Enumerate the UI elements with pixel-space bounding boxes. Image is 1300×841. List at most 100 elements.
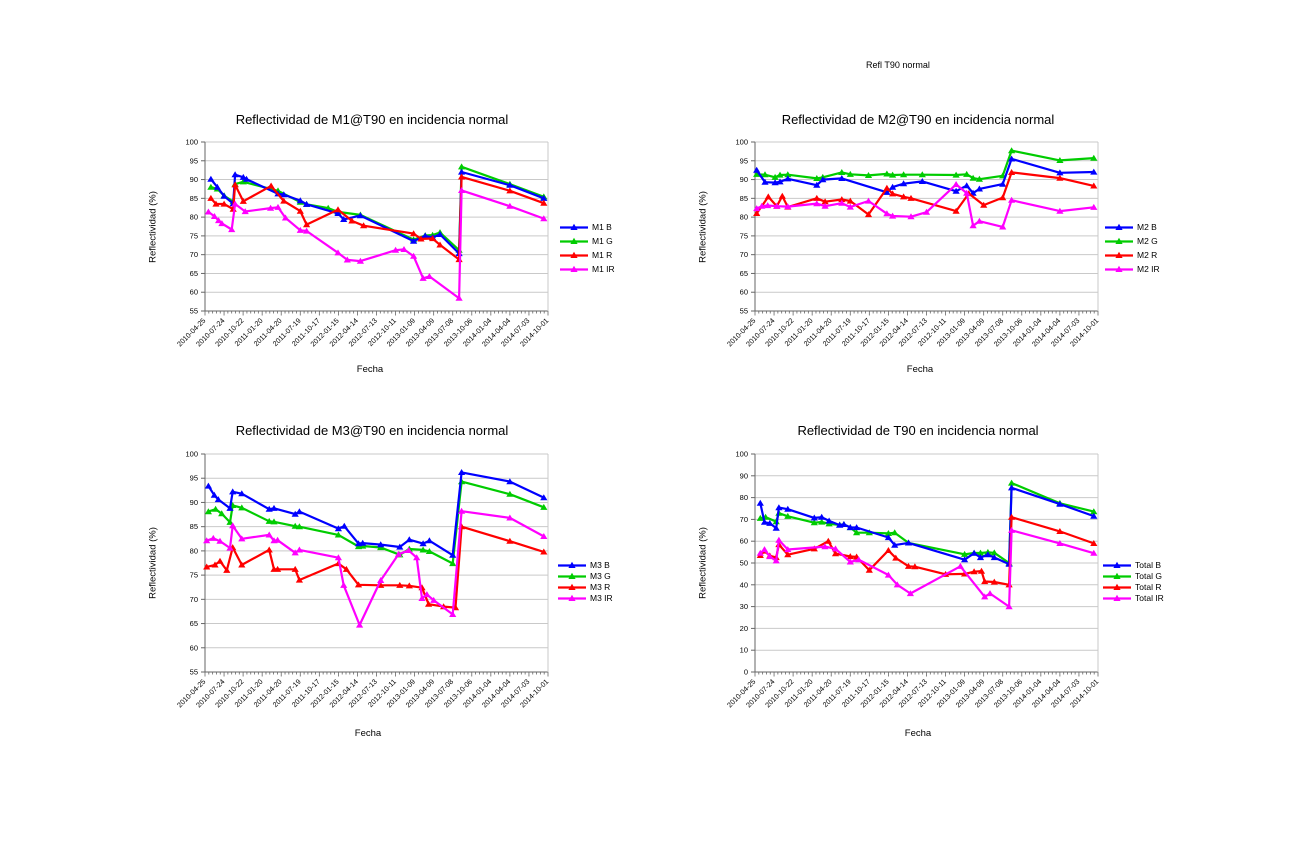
series-markers-total-g [756,479,1098,566]
y-tick-label: 75 [740,231,748,240]
y-tick-label: 20 [740,624,748,633]
legend-item-total-g: Total G [1103,570,1164,581]
y-tick-label: 80 [740,493,748,502]
series-markers-m1-g [207,163,548,253]
chart-m2-x-axis-title: Fecha [906,364,934,375]
y-tick-label: 95 [190,474,198,483]
legend-label: M1 IR [592,264,615,274]
y-tick-label: 100 [735,450,748,459]
chart-m1-title: Reflectividad de M1@T90 en incidencia no… [235,112,509,127]
legend-item-total-r: Total R [1103,581,1164,592]
chart-m1-x-axis-title: Fecha [356,364,384,375]
legend-label: M3 R [590,581,611,592]
y-tick-label: 55 [190,307,198,316]
legend-item-m2-ir: M2 IR [1105,262,1160,276]
legend-item-m3-ir: M3 IR [558,592,613,603]
legend-label: M1 G [592,236,613,246]
legend-item-m3-g: M3 G [558,570,613,581]
y-tick-label: 40 [740,580,748,589]
y-tick-label: 95 [190,156,198,165]
y-tick-label: 90 [190,498,198,507]
chart-t90-title: Reflectividad de T90 en incidencia norma… [797,423,1039,438]
series-markers-m3-ir [203,507,548,628]
legend-marker-m1-ir [560,265,588,272]
y-tick-label: 10 [740,646,748,655]
legend-marker-total-ir [1103,594,1131,601]
legend-label: Total R [1135,581,1162,592]
legend-label: M2 R [1137,250,1158,260]
y-tick-label: 90 [740,471,748,480]
legend-marker-m2-ir [1105,265,1133,272]
legend-label: M2 B [1137,222,1157,232]
y-tick-label: 55 [740,307,748,316]
legend-label: Total IR [1135,592,1164,603]
y-tick-label: 95 [740,156,748,165]
chart-m3-y-axis-title: Reflectividad (%) [147,527,159,599]
chart-plot-area-2: 5560657075808590951002010-04-252010-07-2… [725,138,1100,349]
y-tick-label: 30 [740,602,748,611]
y-tick-label: 75 [190,231,198,240]
series-line-m1-r [210,175,545,261]
series-markers-m1-b [207,168,548,257]
series-line-m3-r [206,525,545,609]
y-tick-label: 80 [190,213,198,222]
chart-m3-legend: M3 B M3 G M3 R M3 IR [558,559,613,603]
legend-marker-m3-g [558,572,586,579]
legend-marker-total-r [1103,583,1131,590]
y-tick-label: 60 [190,643,198,652]
legend-item-total-b: Total B [1103,559,1164,570]
legend-marker-total-b [1103,561,1131,568]
chart-t90-legend: Total B Total G Total R Total IR [1103,559,1164,603]
chart-m2-title: Reflectividad de M2@T90 en incidencia no… [781,112,1055,127]
chart-m2-y-axis-title: Reflectividad (%) [697,191,709,263]
y-tick-label: 85 [190,194,198,203]
series-line-m3-b [207,471,545,557]
series-markers-m3-g [204,478,548,567]
legend-label: Total G [1135,570,1162,581]
series-line-m2-ir [756,183,1094,228]
legend-item-m2-g: M2 G [1105,234,1160,248]
legend-marker-m2-r [1105,251,1133,258]
series-line-m1-b [210,170,545,255]
legend-label: M3 IR [590,592,613,603]
y-tick-label: 90 [190,175,198,184]
y-tick-label: 55 [190,668,198,677]
y-tick-label: 60 [740,537,748,546]
chart-m3-title: Reflectividad de M3@T90 en incidencia no… [235,423,509,438]
legend-marker-total-g [1103,572,1131,579]
chart-t90-x-axis-title: Fecha [904,728,932,739]
legend-marker-m1-g [560,237,588,244]
legend-item-m2-b: M2 B [1105,220,1160,234]
legend-label: Total B [1135,559,1161,570]
series-markers-m1-ir [204,187,548,301]
series-line-m1-ir [207,189,545,300]
y-tick-label: 65 [190,269,198,278]
legend-label: M2 IR [1137,264,1160,274]
series-line-m3-ir [206,510,545,627]
legend-item-m1-b: M1 B [560,220,615,234]
y-tick-label: 80 [190,546,198,555]
legend-marker-m2-b [1105,223,1133,230]
legend-marker-m3-r [558,583,586,590]
legend-marker-m2-g [1105,237,1133,244]
legend-item-m3-r: M3 R [558,581,613,592]
y-tick-label: 65 [740,269,748,278]
chart-m1-legend: M1 B M1 G M1 R M1 IR [560,220,615,276]
y-tick-label: 80 [740,213,748,222]
chart-m1-y-axis-title: Reflectividad (%) [147,191,159,263]
legend-marker-m3-ir [558,594,586,601]
chart-m2-legend: M2 B M2 G M2 R M2 IR [1105,220,1160,276]
legend-item-total-ir: Total IR [1103,592,1164,603]
legend-item-m1-g: M1 G [560,234,615,248]
y-tick-label: 100 [735,138,748,147]
page-header-label: Refl T90 normal [866,60,930,70]
chart-plot-area-1: 5560657075808590951002010-04-252010-07-2… [175,138,550,349]
legend-item-m2-r: M2 R [1105,248,1160,262]
y-tick-label: 100 [185,450,198,459]
series-line-m2-g [756,149,1094,181]
y-tick-label: 50 [740,559,748,568]
legend-label: M3 G [590,570,611,581]
series-line-total-g [760,481,1095,565]
